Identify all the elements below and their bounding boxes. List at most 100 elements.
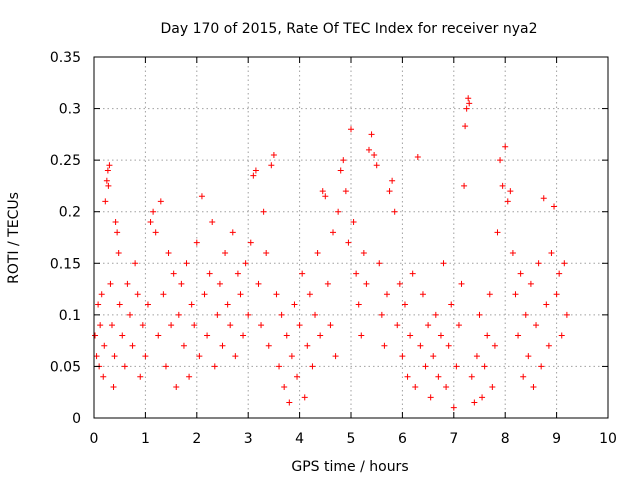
data-point: [111, 353, 118, 360]
data-point: [517, 270, 524, 277]
y-tick-label: 0.35: [50, 50, 81, 66]
data-point: [278, 311, 285, 318]
data-point: [561, 260, 568, 267]
data-point: [368, 131, 375, 138]
data-point: [548, 249, 555, 256]
data-point: [317, 332, 324, 339]
data-point: [365, 146, 372, 153]
data-point: [306, 291, 313, 298]
data-point: [551, 203, 558, 210]
data-point: [121, 363, 128, 370]
data-point: [101, 342, 108, 349]
data-point: [448, 301, 455, 308]
data-point: [525, 353, 532, 360]
data-point: [211, 363, 218, 370]
data-point: [348, 126, 354, 133]
data-point: [162, 363, 169, 370]
y-tick-label: 0.05: [50, 359, 81, 375]
data-point: [553, 291, 560, 298]
data-point: [155, 332, 162, 339]
data-point: [507, 188, 514, 195]
data-point: [535, 260, 542, 267]
data-point: [417, 342, 424, 349]
data-point: [296, 322, 303, 329]
data-point: [378, 311, 385, 318]
grid-layer: [94, 57, 608, 418]
data-point: [491, 342, 498, 349]
x-tick-label: 1: [141, 431, 150, 447]
data-point: [342, 188, 349, 195]
x-tick-label: 10: [599, 431, 617, 447]
data-point: [234, 270, 241, 277]
y-tick-label: 0.2: [59, 205, 81, 221]
data-point: [114, 229, 121, 236]
data-point: [186, 373, 193, 380]
data-point: [462, 123, 469, 130]
data-point: [196, 353, 203, 360]
data-point: [512, 291, 519, 298]
data-point: [263, 249, 270, 256]
data-point: [175, 311, 182, 318]
data-point: [425, 322, 432, 329]
data-point: [391, 208, 398, 215]
data-point: [147, 219, 154, 226]
data-point: [188, 301, 195, 308]
data-point: [332, 353, 339, 360]
data-point: [227, 322, 234, 329]
data-point: [110, 384, 117, 391]
data-point: [337, 167, 344, 174]
y-tick-label: 0.15: [50, 256, 81, 272]
data-point: [455, 322, 462, 329]
data-point: [245, 311, 252, 318]
data-point: [170, 270, 177, 277]
data-point: [458, 280, 465, 287]
data-point: [178, 280, 185, 287]
data-point: [232, 353, 239, 360]
data-point: [381, 342, 388, 349]
data-point: [409, 270, 416, 277]
tick-layer: [93, 56, 609, 419]
data-point: [116, 301, 123, 308]
data-point: [273, 291, 280, 298]
data-point: [198, 193, 205, 200]
data-point: [432, 311, 439, 318]
data-point: [468, 373, 475, 380]
data-point: [527, 280, 534, 287]
data-point: [102, 198, 109, 205]
data-point: [281, 384, 288, 391]
data-point: [139, 322, 146, 329]
data-point: [358, 332, 365, 339]
data-point: [407, 332, 414, 339]
data-point: [247, 239, 254, 246]
data-point: [360, 249, 367, 256]
data-point: [283, 332, 290, 339]
data-point: [219, 342, 226, 349]
data-point: [422, 363, 429, 370]
data-point: [443, 384, 450, 391]
points-layer: [92, 95, 570, 411]
data-point: [168, 322, 175, 329]
data-point: [165, 249, 172, 256]
data-point: [134, 291, 141, 298]
y-tick-label: 0: [72, 411, 81, 427]
data-point: [100, 373, 107, 380]
data-point: [412, 384, 419, 391]
data-point: [461, 182, 468, 189]
data-point: [394, 322, 401, 329]
data-point: [324, 280, 331, 287]
data-point: [216, 280, 223, 287]
data-point: [545, 342, 552, 349]
x-tick-label: 3: [244, 431, 253, 447]
data-point: [465, 95, 472, 102]
data-point: [419, 291, 426, 298]
data-point: [353, 270, 360, 277]
data-point: [504, 198, 511, 205]
data-point: [489, 384, 496, 391]
data-point: [314, 249, 321, 256]
data-point: [250, 172, 257, 179]
chart-title: Day 170 of 2015, Rate Of TEC Index for r…: [160, 21, 537, 37]
data-point: [173, 384, 180, 391]
data-point: [252, 167, 259, 174]
data-point: [497, 157, 504, 164]
data-point: [105, 182, 112, 189]
